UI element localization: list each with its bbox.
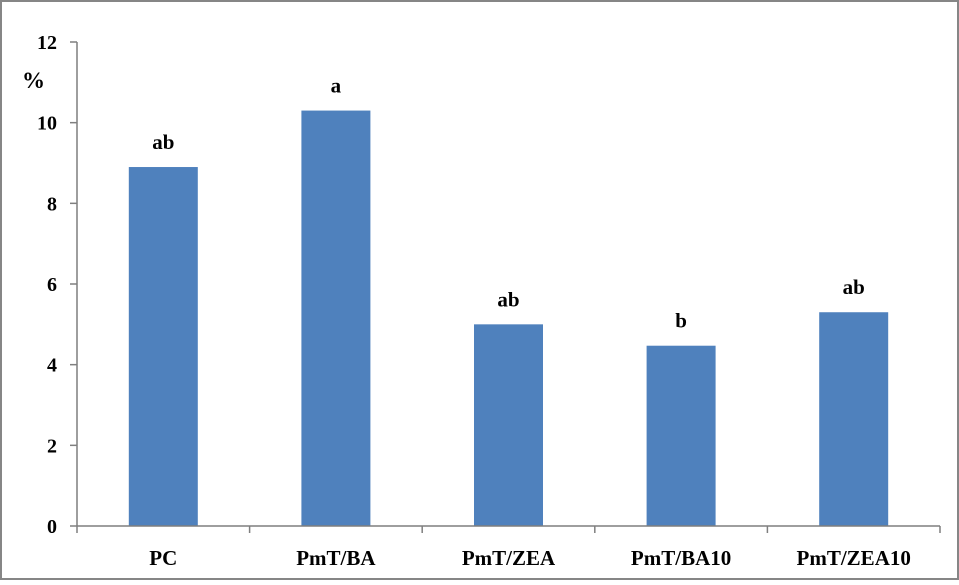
x-category-label: PmT/ZEA xyxy=(462,546,556,570)
bar-data-label: ab xyxy=(497,287,519,311)
bar xyxy=(474,324,543,526)
bar xyxy=(301,110,371,527)
bar xyxy=(128,167,198,527)
y-axis-label: % xyxy=(22,68,45,93)
bar xyxy=(646,345,716,526)
labels-layer: 0 2 4 6 8 10 12 PC ab PmT/BA a PmT/ZEA ab PmT/BA10 b Pm… xyxy=(37,32,911,570)
y-tick-label: 8 xyxy=(47,193,57,215)
y-tick-label: 2 xyxy=(47,435,57,457)
bar-data-label: ab xyxy=(152,130,174,154)
y-tick-label: 12 xyxy=(37,32,57,54)
y-tick-label: 6 xyxy=(47,274,57,296)
bar-data-label: b xyxy=(675,309,687,333)
bars-layer xyxy=(128,110,889,527)
x-category-label: PmT/BA xyxy=(296,546,376,570)
y-tick-label: 10 xyxy=(37,113,57,135)
x-category-label: PmT/BA10 xyxy=(631,546,731,570)
x-category-label: PmT/ZEA10 xyxy=(797,546,911,570)
bar xyxy=(819,312,889,526)
y-tick-label: 0 xyxy=(47,516,57,538)
x-category-label: PC xyxy=(149,546,177,570)
bar-data-label: ab xyxy=(843,275,865,299)
bar-data-label: a xyxy=(331,74,342,98)
axis-layer xyxy=(70,41,941,533)
y-tick-label: 4 xyxy=(47,355,57,377)
